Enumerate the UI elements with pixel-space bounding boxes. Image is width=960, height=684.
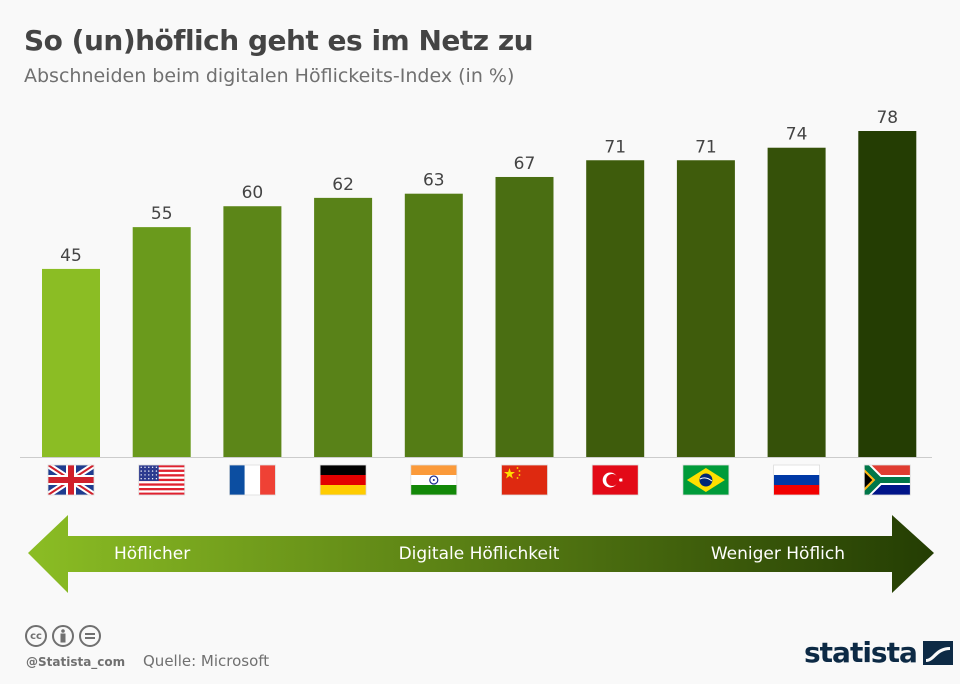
bar-in [404,193,463,457]
bar-fr [223,206,282,457]
arrow-right-label: Weniger Höflich [711,544,845,564]
bar-br [676,160,735,457]
arrow-shape [28,515,934,593]
bar-za [858,131,917,457]
data-label-in: 63 [423,171,445,191]
bar-ru [767,147,826,457]
data-label-us: 55 [151,204,173,224]
bar-us [132,227,191,457]
bar-tr [586,160,645,457]
direction-arrow: Höflicher Digitale Höflichkeit Weniger H… [28,515,934,593]
flag-de-icon [319,464,367,496]
arrow-left-label: Höflicher [114,544,190,564]
flag-cn-icon [501,464,548,496]
flag-uk-icon [47,464,95,496]
data-label-fr: 60 [242,183,264,203]
license-icons: cc [25,625,101,647]
flag-us-icon [138,464,186,496]
cc-icon: cc [25,625,47,647]
statista-handle[interactable]: @Statista_com [26,655,126,669]
source-note: Quelle: Microsoft [143,652,270,670]
flag-fr-icon [228,464,276,496]
statista-logo-mark-icon [922,640,953,665]
data-label-za: 78 [876,108,898,128]
flag-za-icon [863,464,911,496]
flag-ru-icon [773,464,820,496]
bars-group [42,131,917,457]
flag-tr-icon [591,464,639,496]
bar-uk [42,268,100,457]
data-label-ru: 74 [786,125,808,145]
logo-text: statista [804,636,918,669]
statista-logo[interactable]: statista [804,636,953,669]
data-labels-group: 45 55 60 62 63 67 71 71 74 78 [60,108,898,266]
by-icon [52,625,74,647]
bar-de [314,197,373,457]
data-label-tr: 71 [604,137,626,157]
arrow-center-label: Digitale Höflichkeit [399,544,560,564]
nd-icon [79,625,101,647]
data-label-de: 62 [332,175,354,195]
chart-subtitle: Abschneiden beim digitalen Höflickeits-I… [24,65,515,87]
bar-cn [495,176,554,457]
data-label-br: 71 [695,137,717,157]
chart-title: So (un)höflich geht es im Netz zu [24,24,534,57]
flag-in-icon [410,464,458,496]
data-label-cn: 67 [514,154,536,174]
flags-group [47,464,911,496]
flag-br-icon [682,464,730,496]
data-label-uk: 45 [60,246,82,266]
